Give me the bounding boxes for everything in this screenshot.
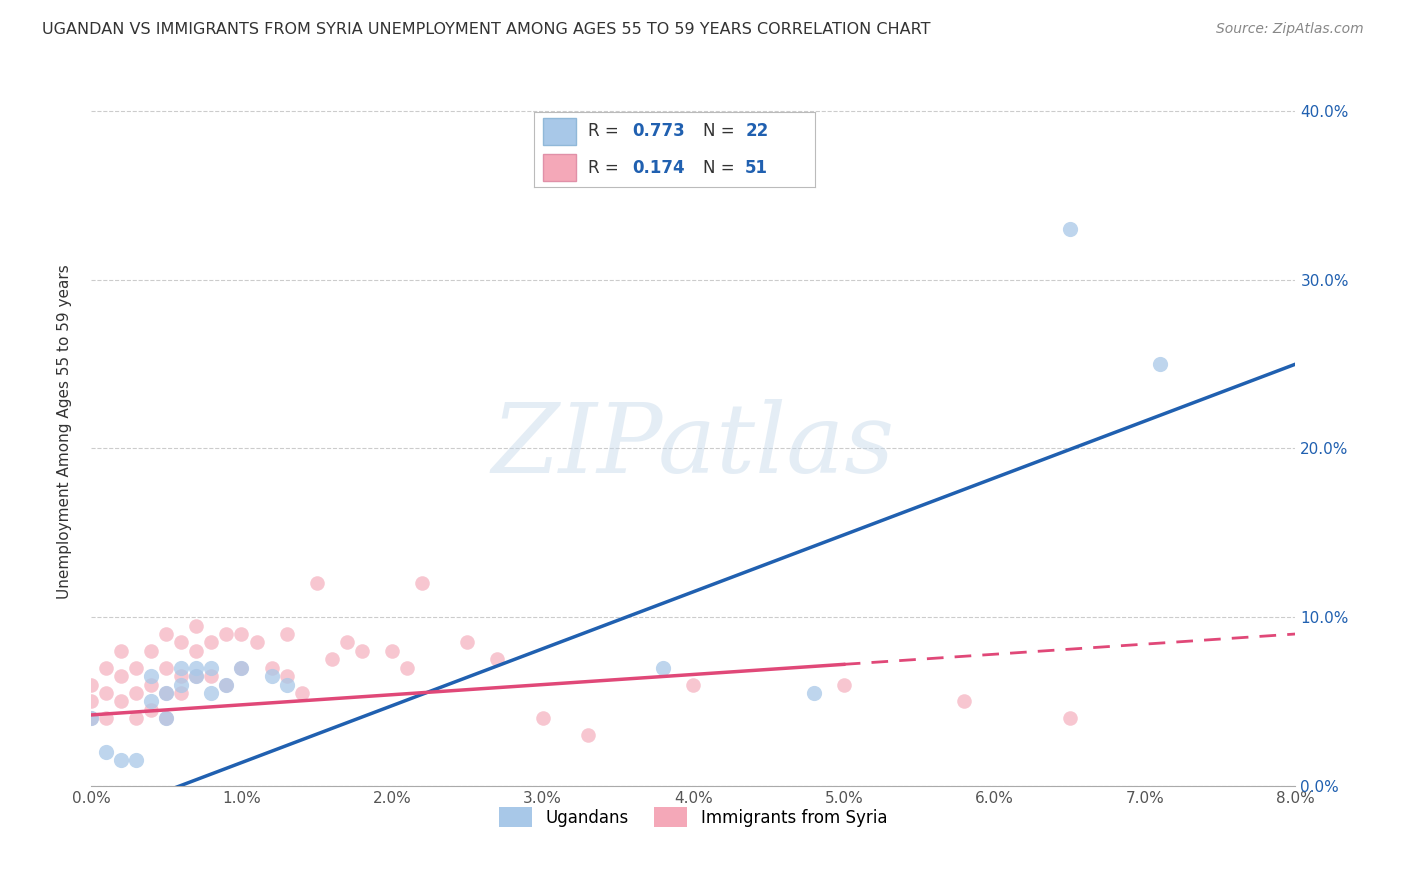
Point: [94, 661, 117, 675]
Point: [953, 694, 976, 708]
Point: [186, 644, 208, 658]
Point: [381, 644, 404, 658]
Point: [1059, 222, 1081, 236]
Point: [155, 627, 177, 641]
Point: [155, 711, 177, 725]
Point: [94, 745, 117, 759]
Point: [125, 711, 148, 725]
Point: [215, 677, 238, 691]
Point: [276, 669, 298, 683]
Text: N =: N =: [703, 159, 740, 177]
Point: [200, 661, 222, 675]
Point: [170, 677, 193, 691]
Point: [155, 686, 177, 700]
Point: [215, 627, 238, 641]
Point: [336, 635, 359, 649]
Point: [170, 661, 193, 675]
Point: [155, 711, 177, 725]
Point: [155, 686, 177, 700]
Point: [682, 677, 704, 691]
Text: R =: R =: [588, 159, 624, 177]
Point: [231, 627, 253, 641]
Point: [215, 677, 238, 691]
Point: [576, 728, 599, 742]
Point: [186, 661, 208, 675]
Point: [305, 576, 328, 591]
Point: [276, 677, 298, 691]
Text: 22: 22: [745, 122, 769, 140]
Point: [832, 677, 855, 691]
Point: [110, 644, 132, 658]
Point: [94, 711, 117, 725]
Point: [456, 635, 478, 649]
Point: [652, 661, 675, 675]
Text: Source: ZipAtlas.com: Source: ZipAtlas.com: [1216, 22, 1364, 37]
Point: [141, 694, 163, 708]
Y-axis label: Unemployment Among Ages 55 to 59 years: Unemployment Among Ages 55 to 59 years: [58, 264, 72, 599]
Text: 0.174: 0.174: [633, 159, 685, 177]
Point: [231, 661, 253, 675]
Point: [186, 669, 208, 683]
Point: [486, 652, 509, 666]
Point: [200, 635, 222, 649]
Text: ZIPatlas: ZIPatlas: [492, 399, 894, 492]
Point: [350, 644, 373, 658]
Point: [125, 754, 148, 768]
Point: [411, 576, 433, 591]
Point: [141, 677, 163, 691]
Point: [80, 694, 103, 708]
Text: 51: 51: [745, 159, 768, 177]
Point: [231, 661, 253, 675]
Point: [1149, 357, 1171, 371]
Point: [186, 618, 208, 632]
Point: [155, 661, 177, 675]
Text: N =: N =: [703, 122, 740, 140]
Point: [170, 686, 193, 700]
Point: [110, 694, 132, 708]
Point: [803, 686, 825, 700]
Point: [110, 669, 132, 683]
Point: [276, 627, 298, 641]
Point: [110, 754, 132, 768]
Point: [94, 686, 117, 700]
Point: [125, 661, 148, 675]
Point: [80, 711, 103, 725]
Point: [531, 711, 554, 725]
Point: [141, 669, 163, 683]
Text: UGANDAN VS IMMIGRANTS FROM SYRIA UNEMPLOYMENT AMONG AGES 55 TO 59 YEARS CORRELAT: UGANDAN VS IMMIGRANTS FROM SYRIA UNEMPLO…: [42, 22, 931, 37]
Point: [186, 669, 208, 683]
Point: [170, 669, 193, 683]
Point: [141, 644, 163, 658]
Point: [170, 635, 193, 649]
Legend: Ugandans, Immigrants from Syria: Ugandans, Immigrants from Syria: [492, 800, 894, 834]
Point: [200, 686, 222, 700]
Point: [80, 677, 103, 691]
Point: [200, 669, 222, 683]
Point: [125, 686, 148, 700]
Text: 0.773: 0.773: [633, 122, 686, 140]
FancyBboxPatch shape: [543, 154, 576, 181]
Text: R =: R =: [588, 122, 624, 140]
Point: [80, 711, 103, 725]
Point: [260, 661, 283, 675]
FancyBboxPatch shape: [543, 118, 576, 145]
Point: [291, 686, 314, 700]
Point: [396, 661, 419, 675]
Point: [260, 669, 283, 683]
Point: [245, 635, 267, 649]
Point: [1059, 711, 1081, 725]
Point: [321, 652, 343, 666]
Point: [141, 703, 163, 717]
